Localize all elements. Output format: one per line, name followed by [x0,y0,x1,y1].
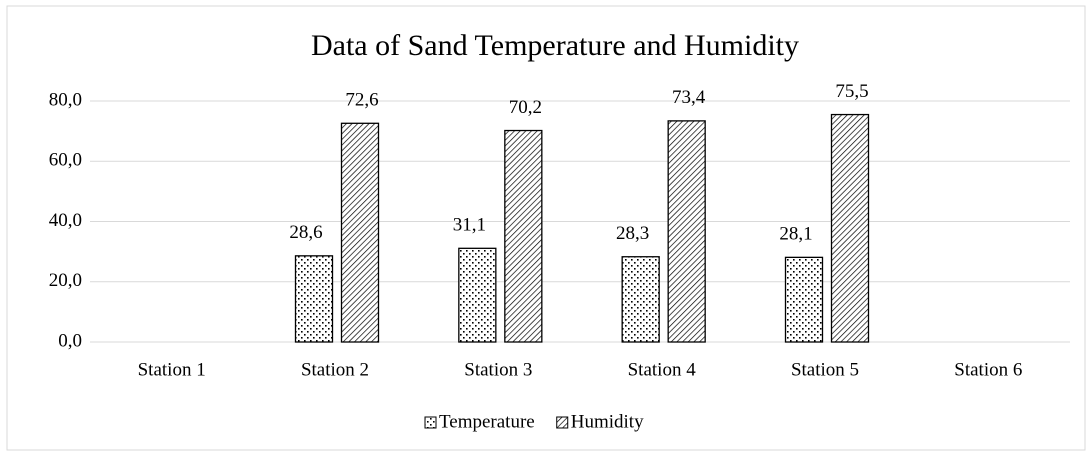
y-tick-label: 0,0 [58,330,82,351]
data-label: 28,6 [289,222,322,243]
y-tick-label: 20,0 [49,270,82,291]
x-tick-label: Station 3 [464,359,532,380]
data-label: 70,2 [509,97,542,118]
bar [667,120,706,343]
bar [504,129,543,343]
data-label: 75,5 [835,81,868,102]
data-label: 73,4 [672,87,706,108]
data-label: 31,1 [453,215,486,236]
legend-swatch [556,416,569,429]
chart-frame [6,5,1086,451]
bar [621,256,660,343]
x-tick-label: Station 6 [954,359,1022,380]
legend-swatch [424,416,437,429]
data-label: 28,1 [779,224,812,245]
legend-label: Humidity [571,411,644,432]
y-tick-label: 80,0 [49,89,82,110]
x-tick-label: Station 2 [301,359,369,380]
bar [784,256,824,343]
data-label: 28,3 [616,223,649,244]
x-tick-label: Station 5 [791,359,859,380]
bar [294,255,334,343]
bar [458,247,497,343]
legend-label: Temperature [439,411,535,432]
y-tick-label: 40,0 [49,210,82,231]
x-tick-label: Station 1 [138,359,206,380]
x-tick-label: Station 4 [628,359,697,380]
chart-title: Data of Sand Temperature and Humidity [311,29,799,62]
bar [830,113,870,343]
bar [340,122,380,343]
data-label: 72,6 [345,90,378,111]
y-tick-label: 60,0 [49,150,82,171]
